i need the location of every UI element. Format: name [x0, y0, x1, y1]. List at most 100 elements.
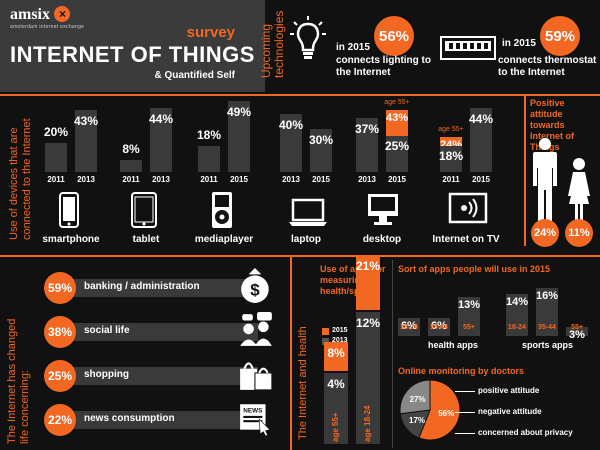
- divider-middle: [0, 255, 600, 257]
- device-bar-year: 2013: [152, 175, 170, 184]
- woman-value: 11%: [565, 219, 593, 247]
- device-bar-value: 18%: [196, 127, 222, 142]
- device-label: tablet: [132, 234, 160, 245]
- device-bar-year: 2013: [358, 175, 376, 184]
- life-bar: [62, 323, 258, 341]
- device-bar-year: 2015: [312, 175, 330, 184]
- pie-slice-value: 27%: [410, 395, 426, 404]
- newspaper-icon: NEWS: [238, 400, 274, 441]
- thermostat-text: connects thermostat to the Internet: [498, 55, 597, 78]
- life-value: 25%: [44, 360, 76, 392]
- health-vertical-divider: [392, 260, 393, 448]
- page-title: INTERNET OF THINGS: [10, 42, 255, 67]
- device-bar: [386, 135, 408, 172]
- pie-slice: [399, 379, 431, 415]
- logo-x-icon: ×: [54, 6, 71, 22]
- lighting-text: connects lighting to the Internet: [336, 55, 431, 78]
- app-bar-age: 18-24: [508, 324, 526, 331]
- health-apps-label: health apps: [428, 340, 479, 350]
- pie-slice-value: 56%: [438, 409, 454, 418]
- health-value-2015: 21%: [355, 259, 381, 274]
- app-bar-value: 3%: [569, 329, 585, 341]
- health-bar-2013: [324, 373, 348, 444]
- upcoming-side-label: Upcoming technologies: [259, 10, 286, 78]
- sports-apps-label: sports apps: [522, 340, 574, 350]
- device-bar-value: 43%: [73, 113, 99, 128]
- health-bar-2015: [356, 255, 380, 310]
- svg-text:NEWS: NEWS: [243, 408, 262, 415]
- device-bar-year: 2013: [77, 175, 95, 184]
- thermostat-year: in 2015: [502, 38, 536, 49]
- woman-icon: [568, 158, 590, 226]
- health-side-label: The Internet and health: [297, 326, 309, 440]
- device-label: smartphone: [42, 234, 100, 245]
- device-bar-value: 18%: [438, 148, 464, 163]
- app-bar-value: 6%: [401, 320, 417, 332]
- device-bar-overlay-value: 43%: [385, 111, 409, 124]
- header: amsix × amsterdam internet exchange surv…: [0, 0, 265, 92]
- device-bar: [440, 145, 462, 172]
- health-bar-2013: [356, 311, 380, 444]
- life-label: social life: [84, 325, 130, 336]
- monitoring-title: Online monitoring by doctors: [398, 366, 524, 376]
- device-bar: [228, 100, 250, 172]
- man-value: 24%: [531, 219, 559, 247]
- app-bar: [566, 327, 588, 336]
- mediaplayer-icon: [206, 192, 246, 233]
- money-bag-icon: $: [238, 268, 274, 309]
- survey-label: survey: [186, 24, 235, 41]
- logo: amsix × amsterdam internet exchange: [10, 6, 84, 30]
- device-bar-year: 2015: [472, 175, 490, 184]
- thermostat-value: 59%: [540, 16, 580, 56]
- lighting-value: 56%: [374, 16, 414, 56]
- health-value-2013: 4%: [327, 377, 345, 392]
- legend-label: 2015: [332, 327, 348, 334]
- page-subtitle: & Quantified Self: [154, 70, 235, 81]
- life-bar: [62, 279, 258, 297]
- life-bar: [62, 411, 258, 429]
- laptop-icon: [288, 192, 328, 233]
- app-bar-age: 35-44: [430, 324, 448, 331]
- device-bar-overlay-label: age 55+: [438, 126, 464, 134]
- lighting-year: in 2015: [336, 42, 370, 53]
- smartphone-icon: [53, 192, 93, 233]
- logo-subtitle: amsterdam internet exchange: [10, 24, 85, 30]
- device-bar-year: 2013: [282, 175, 300, 184]
- device-bar-value: 44%: [148, 112, 174, 127]
- device-bar-year: 2015: [230, 175, 248, 184]
- tv-icon: [448, 192, 488, 233]
- device-label: laptop: [291, 234, 321, 245]
- desktop-icon: [364, 192, 404, 233]
- app-bar-value: 6%: [431, 320, 447, 332]
- monitoring-pie: 56% 17% 27%: [399, 379, 461, 441]
- health-divider: [290, 257, 292, 450]
- life-value: 38%: [44, 316, 76, 348]
- health-group-label: age 55+: [331, 412, 340, 442]
- device-bar-value: 30%: [308, 132, 334, 147]
- sort-title: Sort of apps people will use in 2015: [398, 264, 551, 274]
- health-value-2015: 8%: [327, 345, 345, 360]
- device-bar-year: 2011: [442, 175, 460, 184]
- thermostat-icon: [440, 36, 496, 60]
- device-bar-year: 2011: [47, 175, 65, 184]
- man-icon: [533, 138, 557, 226]
- legend-swatch: [322, 338, 329, 345]
- device-bar-overlay-label: age 55+: [384, 98, 410, 106]
- life-label: shopping: [84, 369, 129, 380]
- shopping-bags-icon: [238, 356, 274, 397]
- people-chat-icon: [238, 312, 274, 353]
- device-bar-year: 2011: [122, 175, 140, 184]
- health-group-label: age 18-24: [363, 405, 372, 442]
- tablet-icon: [128, 192, 168, 233]
- device-bar: [198, 145, 220, 172]
- pie-slice-value: 17%: [409, 416, 425, 425]
- apps-title: Use of apps for measuring health/sports: [320, 264, 386, 296]
- life-side-label: The Internet has changed life concerning…: [6, 318, 31, 444]
- device-bar: [150, 108, 172, 172]
- pie-connector: [455, 433, 475, 434]
- legend-label: 2013: [332, 337, 348, 344]
- device-bar: [310, 128, 332, 172]
- life-label: news consumption: [84, 413, 175, 424]
- device-bar: [120, 160, 142, 172]
- pie-slice: [418, 379, 461, 441]
